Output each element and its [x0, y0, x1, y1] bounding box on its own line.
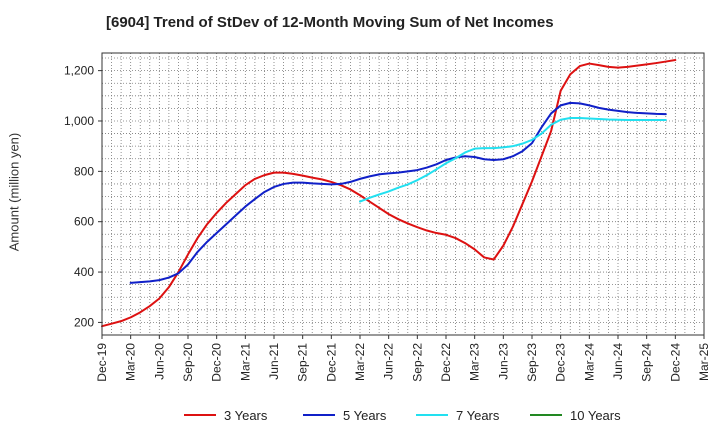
x-tick-label: Mar-22: [353, 343, 367, 381]
series-line-3-years: [101, 59, 677, 328]
x-tick-label: Sep-21: [296, 343, 310, 382]
y-tick-label: 1,200: [64, 64, 94, 78]
x-tick-label: Mar-20: [124, 343, 138, 381]
x-tick-label: Dec-20: [210, 343, 224, 382]
legend: 3 Years 5 Years 7 Years 10 Years: [0, 405, 720, 425]
x-tick-label: Jun-24: [611, 343, 625, 380]
x-tick-label: Sep-24: [640, 343, 654, 382]
chart-title: [6904] Trend of StDev of 12-Month Moving…: [106, 14, 554, 31]
series-line-7-years: [359, 116, 667, 203]
grid: [102, 53, 704, 335]
x-tick-label: Jun-21: [267, 343, 281, 380]
legend-item-10-years: 10 Years: [530, 405, 621, 425]
x-tick-label: Mar-24: [582, 343, 596, 381]
y-tick-label: 600: [74, 215, 94, 229]
x-axis-ticks: Dec-19 Mar-20 Jun-20 Sep-20 Dec-20 Mar-21 Jun-…: [95, 335, 711, 382]
x-tick-label: Mar-21: [238, 343, 252, 381]
x-tick-label: Sep-20: [181, 343, 195, 382]
legend-swatch-5-years: [303, 414, 335, 416]
x-tick-label: Sep-23: [525, 343, 539, 382]
plot-frame: [101, 52, 705, 336]
y-tick-label: 200: [74, 315, 94, 329]
y-axis-label: Amount (million yen): [6, 132, 22, 252]
legend-swatch-7-years: [416, 414, 448, 416]
series-line-5-years: [129, 101, 667, 284]
x-tick-label: Dec-22: [439, 343, 453, 382]
x-tick-label: Mar-23: [468, 343, 482, 381]
legend-swatch-10-years: [530, 414, 562, 416]
legend-item-3-years: 3 Years: [184, 405, 267, 425]
y-tick-label: 1,000: [64, 114, 94, 128]
x-tick-label: Sep-22: [410, 343, 424, 382]
x-tick-label: Jun-22: [382, 343, 396, 380]
y-tick-label: 400: [74, 265, 94, 279]
x-tick-label: Dec-24: [668, 343, 682, 382]
y-tick-label: 800: [74, 164, 94, 178]
legend-item-7-years: 7 Years: [416, 405, 499, 425]
x-tick-label: Mar-25: [697, 343, 711, 381]
x-tick-label: Dec-23: [554, 343, 568, 382]
legend-label-10-years: 10 Years: [570, 407, 621, 423]
legend-label-7-years: 7 Years: [456, 407, 500, 423]
x-tick-label: Dec-19: [95, 343, 109, 382]
legend-label-3-years: 3 Years: [224, 407, 268, 423]
series-lines: [101, 59, 677, 328]
x-tick-label: Dec-21: [324, 343, 338, 382]
x-tick-label: Jun-20: [152, 343, 166, 380]
legend-swatch-3-years: [184, 414, 216, 416]
x-tick-label: Jun-23: [496, 343, 510, 380]
plot-background: [102, 53, 704, 335]
legend-label-5-years: 5 Years: [343, 407, 387, 423]
legend-item-5-years: 5 Years: [303, 405, 386, 425]
y-axis-ticks: 200 400 600 800 1,000 1,200: [64, 64, 102, 329]
